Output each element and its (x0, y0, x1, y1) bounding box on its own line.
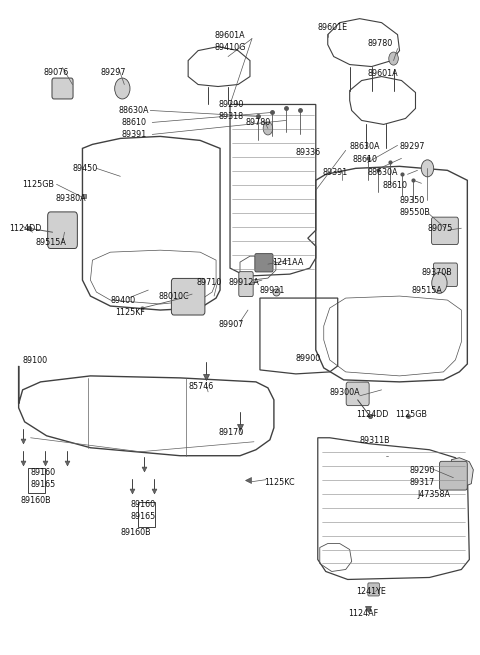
Text: 89160B: 89160B (21, 496, 51, 504)
Text: 89311B: 89311B (360, 436, 390, 445)
Text: 89370B: 89370B (421, 268, 452, 277)
Text: 89912A: 89912A (228, 278, 259, 287)
Text: 88610: 88610 (121, 119, 146, 128)
Circle shape (389, 52, 398, 65)
Text: 89165: 89165 (31, 479, 56, 489)
Text: 89300A: 89300A (330, 388, 360, 397)
Text: 89297: 89297 (100, 67, 126, 77)
Text: 1124DD: 1124DD (356, 410, 388, 419)
Text: 89780: 89780 (246, 119, 271, 128)
FancyBboxPatch shape (440, 461, 467, 490)
Text: 88610: 88610 (353, 155, 378, 164)
Text: 89601A: 89601A (368, 69, 398, 77)
Text: 89515A: 89515A (411, 286, 443, 295)
Text: J47358A: J47358A (418, 490, 451, 498)
Text: 85746: 85746 (188, 382, 214, 391)
Circle shape (115, 78, 130, 99)
Text: 89290: 89290 (218, 100, 243, 109)
Circle shape (263, 122, 273, 135)
FancyBboxPatch shape (255, 253, 273, 272)
Text: 89601E: 89601E (318, 23, 348, 31)
Text: 89350: 89350 (399, 196, 425, 205)
Text: 89400: 89400 (110, 296, 135, 305)
Text: 89160B: 89160B (120, 527, 151, 536)
Text: 89170: 89170 (218, 428, 243, 437)
Circle shape (432, 272, 447, 293)
Text: 89075: 89075 (428, 224, 453, 233)
Text: 1241AA: 1241AA (272, 258, 303, 267)
Text: 89907: 89907 (218, 320, 243, 329)
Text: 89515A: 89515A (36, 238, 66, 247)
Text: 88610: 88610 (383, 181, 408, 191)
Text: 1124AF: 1124AF (348, 609, 378, 618)
Text: 89318: 89318 (218, 113, 243, 121)
Text: 89297: 89297 (399, 142, 425, 151)
Text: 89710: 89710 (196, 278, 221, 287)
Text: 89900: 89900 (296, 354, 321, 363)
Text: 89290: 89290 (409, 466, 435, 475)
Text: 89317: 89317 (409, 477, 435, 487)
Text: 89391: 89391 (323, 168, 348, 178)
FancyBboxPatch shape (368, 583, 379, 596)
Text: 89391: 89391 (121, 130, 146, 140)
FancyBboxPatch shape (346, 382, 369, 405)
Text: 1241YE: 1241YE (356, 588, 385, 597)
Circle shape (421, 160, 433, 177)
Text: 89165: 89165 (130, 512, 156, 521)
Text: 89160: 89160 (130, 500, 156, 509)
Text: 89410G: 89410G (214, 43, 245, 52)
Text: 89160: 89160 (31, 468, 56, 477)
FancyBboxPatch shape (239, 272, 253, 297)
FancyBboxPatch shape (171, 278, 205, 315)
Text: 1125KF: 1125KF (115, 308, 145, 317)
FancyBboxPatch shape (48, 212, 77, 248)
Text: 1125GB: 1125GB (396, 410, 428, 419)
Text: 88630A: 88630A (368, 168, 398, 178)
Text: 88630A: 88630A (119, 107, 149, 115)
Text: 89380A: 89380A (56, 195, 86, 203)
Text: 1125KC: 1125KC (264, 477, 295, 487)
Text: 89550B: 89550B (399, 208, 431, 217)
Text: 89601A: 89601A (214, 31, 245, 40)
Text: 88630A: 88630A (350, 142, 380, 151)
Text: 1125GB: 1125GB (23, 180, 55, 189)
Text: 1124DD: 1124DD (9, 224, 41, 233)
Text: 89921: 89921 (260, 286, 285, 295)
FancyBboxPatch shape (432, 217, 458, 244)
FancyBboxPatch shape (433, 263, 457, 286)
Text: 89100: 89100 (23, 356, 48, 365)
Text: 88010C: 88010C (158, 292, 189, 301)
Polygon shape (451, 458, 473, 488)
Text: 89450: 89450 (72, 164, 98, 174)
FancyBboxPatch shape (52, 78, 73, 99)
Text: 89076: 89076 (44, 67, 69, 77)
Text: 89780: 89780 (368, 39, 393, 48)
Text: 89336: 89336 (296, 149, 321, 157)
